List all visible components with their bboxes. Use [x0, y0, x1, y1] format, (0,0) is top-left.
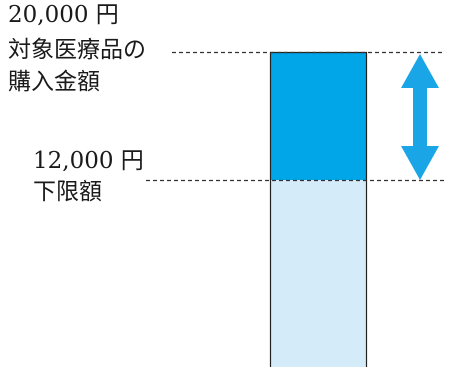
lower-limit-block [270, 180, 366, 367]
double-arrow-icon [401, 54, 439, 180]
lower-limit-value: 12,000 円 [33, 148, 144, 174]
purchase-amount-label-line1: 対象医療品の [8, 37, 146, 63]
purchase-amount-value: 20,000 円 [8, 2, 119, 28]
excess-amount-block [270, 52, 366, 180]
purchase-amount-label-line2: 購入金額 [8, 69, 100, 95]
lower-limit-label: 下限額 [33, 179, 102, 205]
